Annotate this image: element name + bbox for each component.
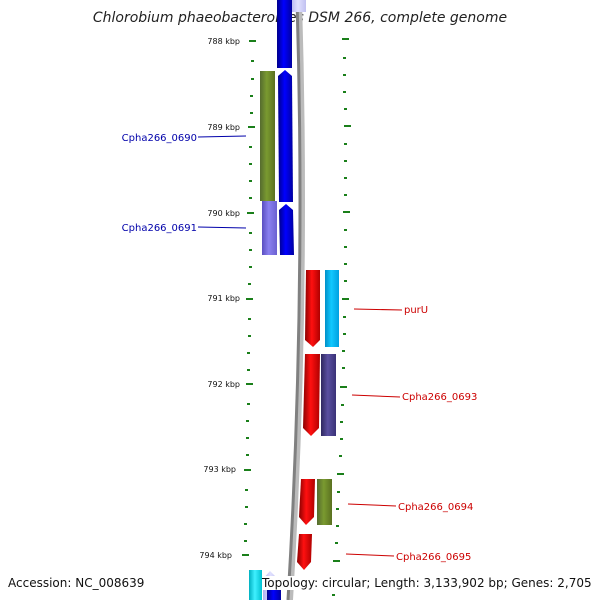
scale-label-789: 789 kbp [207, 123, 240, 132]
leader-line-purU [353, 308, 403, 311]
scale-label-792: 792 kbp [207, 380, 240, 389]
gene-forward-0691[interactable] [279, 204, 294, 255]
gene-label-0693[interactable]: Cpha266_0693 [402, 392, 477, 403]
leader-line-0693 [351, 394, 401, 398]
right-scale-ticks [332, 38, 351, 596]
left-scale-ticks [242, 40, 256, 556]
gene-reverse-purU[interactable] [305, 270, 320, 347]
gene-label-0691[interactable]: Cpha266_0691 [122, 223, 197, 234]
gene-partial-top-pale[interactable] [290, 0, 306, 12]
gene-label-0690[interactable]: Cpha266_0690 [122, 133, 197, 144]
scale-label-793: 793 kbp [203, 465, 236, 474]
gene-reverse-0695[interactable] [297, 534, 312, 570]
scale-label-788: 788 kbp [207, 37, 240, 46]
gene-forward-top[interactable] [277, 0, 292, 68]
gene-label-0695[interactable]: Cpha266_0695 [396, 552, 471, 563]
leader-line-0694 [347, 503, 397, 507]
scale-label-791: 791 kbp [207, 294, 240, 303]
cog-box-0691[interactable] [262, 201, 277, 255]
leader-line-0690 [197, 135, 247, 138]
scale-label-790: 790 kbp [207, 209, 240, 218]
gene-reverse-0694[interactable] [299, 479, 315, 525]
leader-line-0695 [345, 553, 395, 557]
gene-reverse-0693[interactable] [303, 354, 320, 436]
gene-label-0694[interactable]: Cpha266_0694 [398, 502, 473, 513]
accession-text: Accession: NC_008639 [8, 576, 145, 590]
cog-box-purU[interactable] [325, 270, 339, 347]
backbone [286, 0, 302, 600]
cog-box-0693[interactable] [321, 354, 336, 436]
gene-forward-0690[interactable] [278, 70, 293, 202]
gene-partial-bottom-cyan[interactable] [249, 570, 262, 600]
topology-text: Topology: circular; Length: 3,133,902 bp… [262, 576, 592, 590]
gene-label-purU[interactable]: purU [404, 305, 428, 316]
cog-box-0694[interactable] [317, 479, 332, 525]
cog-box-0690[interactable] [260, 71, 275, 201]
backbone-shadow [287, 0, 305, 600]
leader-line-0691 [197, 226, 247, 229]
scale-label-794: 794 kbp [199, 551, 232, 560]
